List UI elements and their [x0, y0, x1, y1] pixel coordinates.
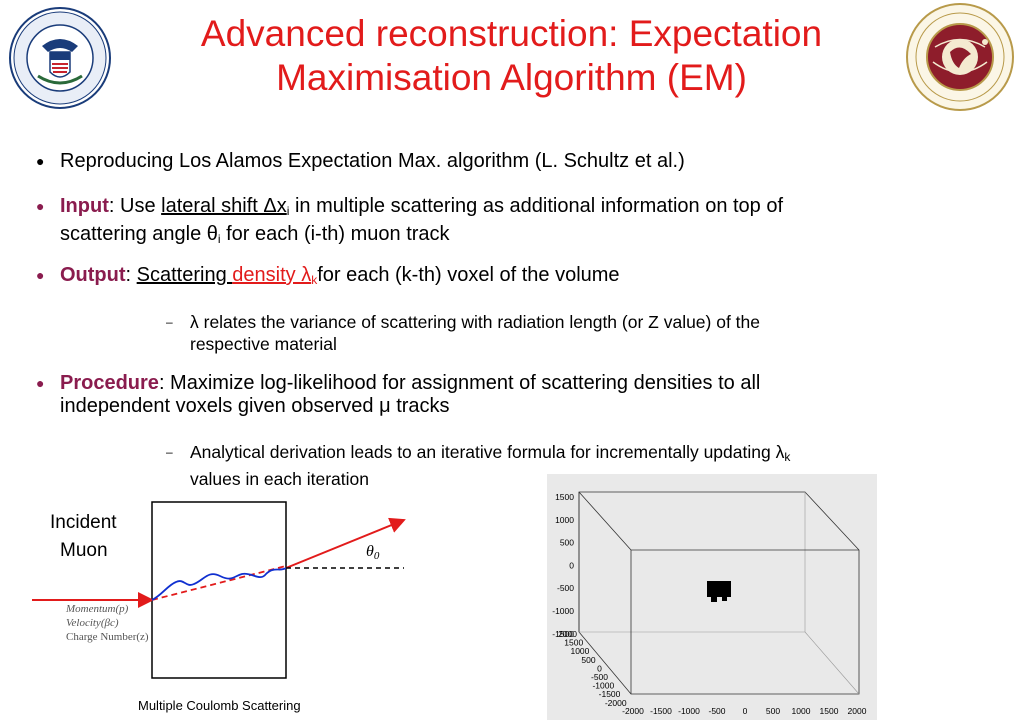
theta-subscript: 0	[374, 550, 380, 562]
bullet-2: ● Input: Use lateral shift Δxi in multip…	[34, 195, 783, 251]
velocity-label: Velocity(βc)	[66, 617, 119, 629]
tick-label: 2000	[848, 706, 867, 716]
colon: :	[158, 372, 165, 394]
tick-label: -1500	[552, 629, 574, 639]
subscript: i	[286, 204, 290, 218]
sub-bullet-dash: –	[166, 315, 173, 329]
tick-label: -1000	[552, 606, 574, 616]
bullet-1: ● Reproducing Los Alamos Expectation Max…	[34, 150, 685, 173]
bullet-4-text: Procedure: Maximize log-likelihood for a…	[60, 372, 760, 418]
tick-label: 500	[766, 706, 780, 716]
tick-label: -1000	[592, 681, 614, 691]
bullet-2-text: Input: Use lateral shift Δxi in multiple…	[60, 195, 783, 251]
tick-label: 1500	[820, 706, 839, 716]
theta-symbol: θ	[366, 543, 374, 560]
lateral-shift-term: lateral shift Δxi	[161, 195, 290, 218]
tick-label: -2000	[622, 706, 644, 716]
tick-label: 500	[560, 538, 574, 548]
tick-label: 0	[569, 560, 574, 570]
fit-seal-logo	[905, 2, 1015, 117]
bullet-1-text: Reproducing Los Alamos Expectation Max. …	[60, 150, 685, 172]
procedure-label: Procedure	[60, 372, 159, 394]
text-fragment: density λ	[232, 264, 312, 286]
text-fragment: for each (k-th) voxel of the volume	[317, 264, 620, 286]
output-label: Output	[60, 264, 126, 286]
text-fragment: in multiple scattering as additional inf…	[289, 195, 784, 217]
sub-bullet-lambda-text: λ relates the variance of scattering wit…	[190, 311, 760, 355]
tick-label: -500	[591, 672, 608, 682]
tick-label: 2000	[558, 629, 577, 639]
subscript: k	[311, 273, 318, 287]
title-line-2: Maximisation Algorithm (EM)	[276, 57, 747, 98]
tick-label: 500	[581, 655, 595, 665]
momentum-label: Momentum(p)	[65, 603, 129, 615]
tick-label: -2000	[605, 698, 627, 708]
colon: :	[125, 264, 137, 286]
z-axis-ticks: 1500 1000 500 0 -500 -1000 -1500	[552, 492, 574, 639]
text-fragment: independent voxels given observed μ trac…	[60, 395, 450, 417]
tick-label: -1000	[678, 706, 700, 716]
tick-label: -500	[708, 706, 725, 716]
incident-label: Incident	[50, 512, 117, 533]
text-fragment: values in each iteration	[190, 469, 369, 489]
text-fragment: Maximize log-likelihood for assignment o…	[164, 372, 761, 394]
bullet-dot: ●	[36, 375, 45, 391]
dhs-seal-logo	[8, 6, 112, 115]
reconstruction-3d-plot: 1500 1000 500 0 -500 -1000 -1500 2000 1500 1000 5…	[547, 474, 877, 720]
tick-label: 1000	[555, 515, 574, 525]
bullet-dot: ●	[36, 267, 45, 283]
figure-caption: Multiple Coulomb Scattering	[138, 698, 301, 713]
tick-label: 1000	[570, 646, 589, 656]
bullet-dot: ●	[36, 198, 45, 214]
tick-label: 1000	[792, 706, 811, 716]
text-fragment: for each (i-th) muon track	[220, 223, 450, 245]
tick-label: -1500	[650, 706, 672, 716]
tick-label: -500	[557, 583, 574, 593]
text-fragment: λ relates the variance of scattering wit…	[190, 312, 761, 332]
text-fragment: lateral shift Δx	[161, 195, 287, 217]
slide-title: Advanced reconstruction: Expectation Max…	[120, 12, 903, 100]
tick-label: 0	[597, 663, 602, 673]
sub-bullet-dash: –	[166, 445, 173, 459]
sub-bullet-derivation: – Analytical derivation leads to an iter…	[164, 441, 790, 490]
material-box	[151, 501, 287, 679]
extrapolated-track	[151, 565, 287, 601]
text-fragment: Analytical derivation leads to an iterat…	[190, 442, 785, 462]
theta-label: θ0	[366, 543, 380, 562]
bullet-dot: ●	[36, 153, 45, 169]
charge-label: Charge Number(z)	[66, 631, 149, 643]
text-fragment: Use	[114, 195, 162, 217]
muon-label: Muon	[60, 540, 108, 561]
colon: :	[108, 195, 115, 217]
subscript: k	[784, 450, 791, 464]
x-axis-ticks: -2000 -1500 -1000 -500 0 500 1000 1500 2000	[622, 706, 867, 716]
bullet-4: ● Procedure: Maximize log-likelihood for…	[34, 372, 760, 418]
title-line-1: Advanced reconstruction: Expectation	[200, 13, 823, 54]
input-label: Input	[60, 195, 109, 217]
reconstructed-object	[707, 581, 731, 597]
scattering-term: Scattering	[136, 264, 233, 286]
outgoing-muon-arrow	[285, 517, 406, 569]
coulomb-scattering-figure: Incident Muon θ0 Momentum(p) Velocity(βc…	[28, 490, 420, 720]
tick-label: 0	[743, 706, 748, 716]
muon-scattering-path	[151, 567, 287, 601]
text-fragment: scattering angle θ	[60, 223, 218, 245]
sub-bullet-lambda: – λ relates the variance of scattering w…	[164, 311, 760, 355]
tick-label: 1500	[555, 492, 574, 502]
subscript: i	[217, 232, 221, 246]
tick-label: 1500	[564, 638, 583, 648]
text-fragment: respective material	[190, 334, 337, 354]
bullet-3: ● Output: Scattering density λkfor each …	[34, 264, 620, 292]
density-term: density λk	[232, 264, 318, 287]
tick-label: -1500	[599, 689, 621, 699]
bullet-3-text: Output: Scattering density λkfor each (k…	[60, 264, 620, 292]
sub-bullet-derivation-text: Analytical derivation leads to an iterat…	[190, 441, 790, 490]
